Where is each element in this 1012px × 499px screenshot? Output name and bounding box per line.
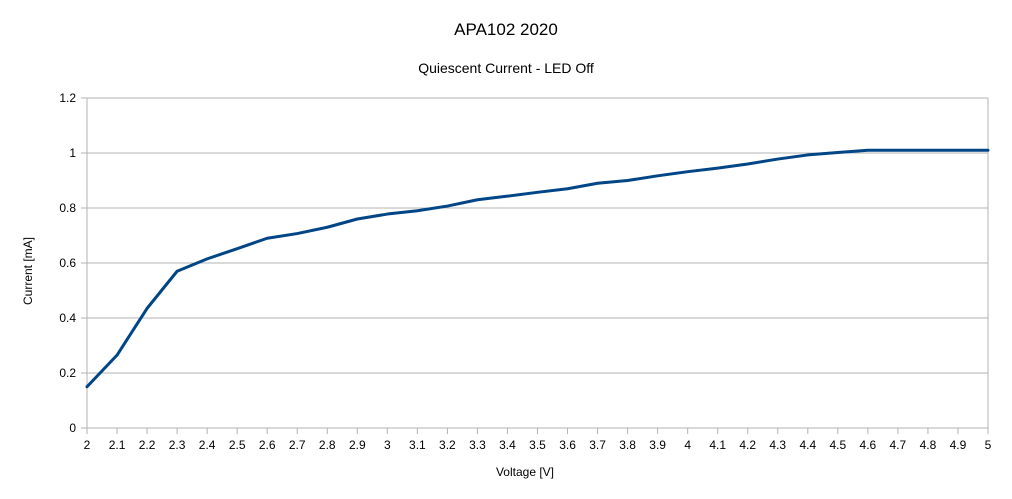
x-tick-label: 2.2 xyxy=(139,438,156,452)
x-tick-label: 2.9 xyxy=(349,438,366,452)
x-tick-label: 4.7 xyxy=(890,438,907,452)
x-tick-label: 3.4 xyxy=(499,438,516,452)
x-tick-label: 3.8 xyxy=(619,438,636,452)
y-tick-label: 0 xyxy=(69,421,76,435)
y-axis-label: Current [mA] xyxy=(21,237,35,305)
y-tick-label: 1 xyxy=(69,146,76,160)
x-tick-label: 4.2 xyxy=(739,438,756,452)
x-tick-label: 2.3 xyxy=(169,438,186,452)
x-tick-label: 4.1 xyxy=(709,438,726,452)
x-tick-label: 3.6 xyxy=(559,438,576,452)
x-tick-label: 3 xyxy=(384,438,391,452)
chart-subtitle: Quiescent Current - LED Off xyxy=(418,60,594,76)
x-tick-label: 2.4 xyxy=(199,438,216,452)
x-tick-label: 2.1 xyxy=(109,438,126,452)
x-tick-label: 4 xyxy=(684,438,691,452)
x-tick-label: 2.5 xyxy=(229,438,246,452)
x-tick-label: 4.5 xyxy=(829,438,846,452)
gridlines xyxy=(87,97,988,374)
x-axis-label: Voltage [V] xyxy=(496,465,554,479)
x-tick-label: 4.4 xyxy=(799,438,816,452)
x-tick-labels: 2 2.1 2.2 2.3 2.4 2.5 2.6 2.7 2.8 2.9 3 3.1 3.2 3.3 3.… xyxy=(84,438,992,452)
x-tick-label: 2.8 xyxy=(319,438,336,452)
x-tick-label: 3.5 xyxy=(529,438,546,452)
y-tick-label: 0.2 xyxy=(59,366,76,380)
x-tick-label: 4.6 xyxy=(860,438,877,452)
x-tick-label: 4.9 xyxy=(950,438,967,452)
y-tick-labels: 0 0.2 0.4 0.6 0.8 1 1.2 xyxy=(59,91,76,435)
x-tick-label: 3.1 xyxy=(409,438,426,452)
axes xyxy=(81,97,989,434)
y-tick-label: 0.8 xyxy=(59,201,76,215)
x-tick-label: 3.3 xyxy=(469,438,486,452)
x-tick-label: 2 xyxy=(84,438,91,452)
x-tick-label: 3.2 xyxy=(439,438,456,452)
chart-title: APA102 2020 xyxy=(454,20,558,39)
y-tick-label: 1.2 xyxy=(59,91,76,105)
x-tick-label: 4.8 xyxy=(920,438,937,452)
series-line-0 xyxy=(85,148,990,389)
x-tick-label: 5 xyxy=(985,438,992,452)
x-tick-label: 4.3 xyxy=(769,438,786,452)
x-tick-label: 2.6 xyxy=(259,438,276,452)
series-layer xyxy=(85,148,990,389)
x-tick-label: 3.9 xyxy=(649,438,666,452)
y-tick-label: 0.4 xyxy=(59,311,76,325)
x-tick-label: 3.7 xyxy=(589,438,606,452)
x-tick-label: 2.7 xyxy=(289,438,306,452)
y-tick-label: 0.6 xyxy=(59,256,76,270)
